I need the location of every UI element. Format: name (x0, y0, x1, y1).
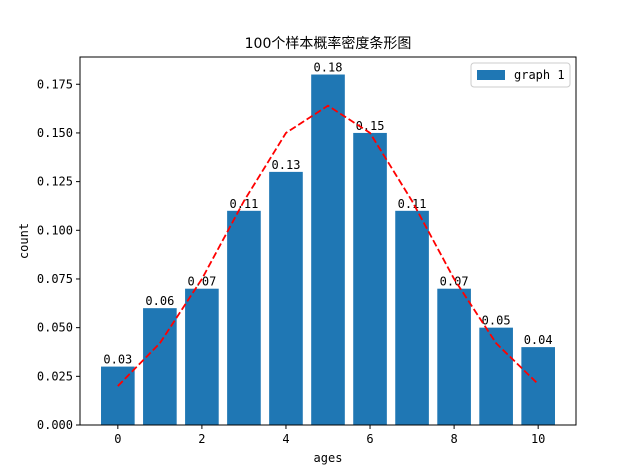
y-tick-label: 0.175 (37, 77, 73, 91)
data-label: 0.11 (229, 197, 258, 211)
y-tick-label: 0.050 (37, 321, 73, 335)
bar (143, 308, 177, 425)
legend: graph 1 (470, 62, 571, 88)
plot-area: 0.03 0.06 0.07 0.11 0.13 0.18 0.15 0.11 0.07 0.05… (37, 61, 555, 446)
y-tick-label: 0.125 (37, 175, 73, 189)
chart-title: 100个样本概率密度条形图 (245, 35, 412, 52)
x-tick-label: 0 (114, 432, 121, 446)
y-tick-label: 0.000 (37, 418, 73, 432)
x-tick-label: 10 (531, 432, 545, 446)
plot-frame (79, 56, 577, 426)
data-label: 0.07 (187, 275, 216, 289)
bar (227, 210, 261, 425)
data-label: 0.05 (482, 314, 511, 328)
data-label: 0.11 (398, 197, 427, 211)
data-label: 0.18 (314, 61, 343, 75)
x-tick-label: 6 (366, 432, 373, 446)
bar (353, 132, 387, 425)
data-label: 0.06 (145, 294, 174, 308)
legend-label: graph 1 (514, 68, 565, 82)
y-tick-label: 0.150 (37, 126, 73, 140)
data-label: 0.13 (272, 158, 301, 172)
bar (269, 171, 303, 425)
data-label: 0.15 (356, 119, 385, 133)
data-label: 0.07 (440, 275, 469, 289)
legend-swatch (477, 70, 505, 80)
bar (521, 347, 555, 425)
x-axis-label: ages (314, 451, 343, 465)
y-axis-label: count (17, 223, 31, 259)
x-tick-label: 8 (450, 432, 457, 446)
data-label: 0.04 (524, 333, 553, 347)
bar (311, 74, 345, 426)
x-tick-label: 4 (282, 432, 289, 446)
bar (437, 288, 471, 425)
bar (185, 288, 219, 425)
x-tick-label: 2 (198, 432, 205, 446)
y-tick-label: 0.100 (37, 223, 73, 237)
legend-frame (470, 62, 571, 88)
data-label: 0.03 (103, 353, 132, 367)
bar (101, 366, 135, 425)
y-tick-label: 0.075 (37, 272, 73, 286)
series-line (117, 104, 539, 387)
y-tick-label: 0.025 (37, 369, 73, 383)
bar (395, 210, 429, 425)
